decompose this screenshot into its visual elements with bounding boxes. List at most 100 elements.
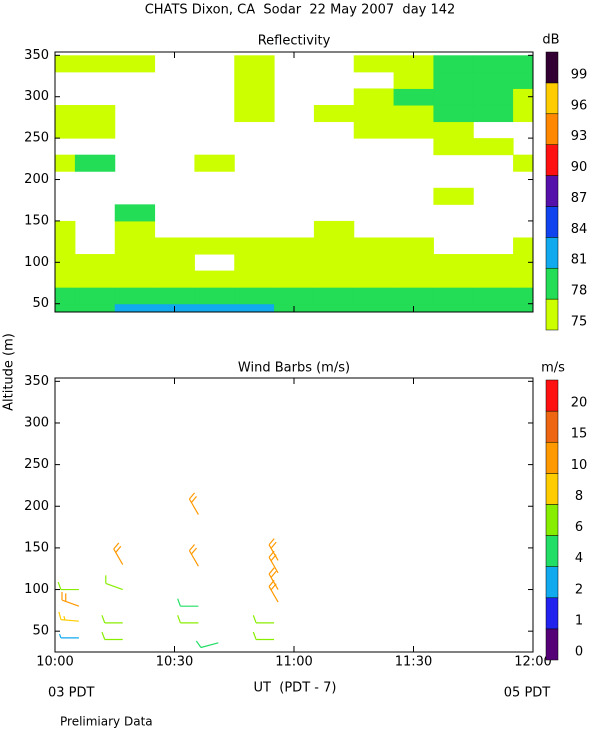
reflectivity-cell: [353, 55, 395, 73]
colorbar-label: 0: [575, 645, 583, 660]
reflectivity-cell: [114, 270, 156, 288]
wind-barb: [177, 598, 199, 607]
reflectivity-cell: [433, 187, 474, 205]
reflectivity-cell: [55, 287, 76, 305]
reflectivity-cell: [74, 254, 116, 272]
plot-frame: [54, 377, 534, 653]
colorbar-label: m/s: [541, 361, 565, 376]
reflectivity-cell: [353, 104, 395, 123]
reflectivity-cell: [234, 104, 275, 123]
wind-barb: [58, 611, 79, 622]
reflectivity-cell: [114, 220, 156, 238]
wind-barb: [57, 581, 79, 591]
y-tick-label: 150: [24, 540, 49, 555]
colorbar-swatch: [545, 298, 559, 331]
reflectivity-cell: [433, 121, 474, 139]
plot-area: [55, 55, 533, 312]
reflectivity-cell: [234, 254, 275, 272]
reflectivity-cell: [393, 254, 434, 272]
reflectivity-cell: [313, 237, 355, 255]
reflectivity-cell: [114, 204, 156, 222]
wind-barb: [61, 592, 80, 607]
wind-barb: [58, 633, 79, 639]
wind-barb: [188, 492, 199, 515]
reflectivity-cell: [114, 303, 156, 312]
reflectivity-cell: [234, 270, 275, 288]
colorbar-swatch: [545, 535, 559, 567]
x-note: 03 PDT: [48, 686, 95, 701]
reflectivity-cell: [353, 270, 395, 288]
reflectivity-cell: [433, 303, 474, 312]
colorbar-swatch: [545, 144, 559, 176]
reflectivity-cell: [473, 55, 514, 73]
wind-barb: [252, 615, 275, 624]
reflectivity-cell: [154, 237, 195, 255]
reflectivity-cell: [55, 303, 76, 312]
reflectivity-cell: [513, 154, 533, 172]
reflectivity-cell: [274, 237, 315, 255]
reflectivity-cell: [393, 88, 434, 106]
reflectivity-cell: [473, 287, 514, 305]
y-tick-label: 50: [32, 296, 49, 311]
colorbar-swatch: [545, 628, 559, 661]
reflectivity-cell: [194, 287, 235, 305]
reflectivity-cell: [433, 71, 474, 89]
panel-title: Reflectivity: [258, 34, 331, 49]
x-tick-label: 10:30: [156, 655, 193, 670]
wind-barb: [188, 544, 199, 567]
colorbar-swatch: [545, 267, 559, 300]
reflectivity-cell: [473, 138, 514, 156]
reflectivity-cell: [393, 270, 434, 288]
reflectivity-cell: [473, 270, 514, 288]
colorbar-swatch: [545, 237, 559, 269]
reflectivity-cell: [194, 270, 235, 288]
reflectivity-cell: [154, 287, 195, 305]
colorbar-swatch: [545, 504, 559, 536]
reflectivity-cell: [154, 270, 195, 288]
wind-barb: [268, 579, 279, 603]
reflectivity-cell: [74, 270, 116, 288]
wind-barb: [101, 615, 123, 624]
reflectivity-cell: [473, 71, 514, 89]
footnote: Prelimiary Data: [60, 715, 153, 729]
reflectivity-cell: [513, 254, 533, 272]
reflectivity-cell: [433, 254, 474, 272]
reflectivity-cell: [433, 138, 474, 156]
wind-barb: [195, 640, 219, 649]
reflectivity-cell: [74, 154, 116, 172]
reflectivity-cell: [393, 104, 434, 123]
reflectivity-cell: [55, 121, 76, 139]
y-tick-label: 200: [24, 172, 49, 187]
wind-barb: [113, 542, 124, 565]
wind-barb: [268, 538, 279, 561]
reflectivity-cell: [433, 104, 474, 123]
reflectivity-cell: [393, 287, 434, 305]
colorbar-label: 20: [571, 396, 588, 411]
plot-area: [57, 492, 279, 649]
reflectivity-cell: [313, 303, 355, 312]
reflectivity-cell: [55, 220, 76, 238]
colorbar-label: dB: [542, 33, 559, 48]
reflectivity-cell: [274, 254, 315, 272]
reflectivity-cell: [313, 270, 355, 288]
colorbar-label: 81: [571, 253, 588, 268]
reflectivity-cell: [55, 154, 76, 172]
reflectivity-cell: [313, 254, 355, 272]
colorbar-swatch: [545, 113, 559, 145]
colorbar-label: 78: [571, 284, 588, 299]
reflectivity-cell: [513, 88, 533, 106]
colorbar-swatch: [545, 410, 559, 443]
y-tick-label: 250: [24, 131, 49, 146]
reflectivity-cell: [513, 287, 533, 305]
reflectivity-cell: [513, 270, 533, 288]
reflectivity-cell: [473, 104, 514, 123]
reflectivity-cell: [55, 55, 76, 73]
colorbar-label: 90: [571, 160, 588, 175]
x-tick-label: 11:00: [275, 655, 312, 670]
reflectivity-cell: [74, 104, 116, 123]
colorbar-swatch: [545, 473, 559, 505]
reflectivity-cell: [234, 287, 275, 305]
y-tick-label: 200: [24, 499, 49, 514]
wind-barb: [101, 631, 123, 641]
y-tick-label: 250: [24, 457, 49, 472]
